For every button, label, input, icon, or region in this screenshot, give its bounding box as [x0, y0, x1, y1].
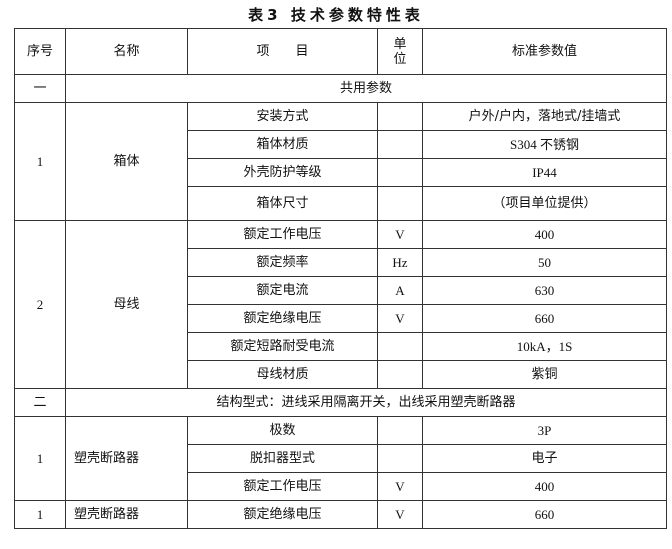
value-cell: 户外/户内，落地式/挂墙式 [422, 102, 667, 131]
unit-cell: V [377, 304, 423, 333]
tech-params-table: 序号 名称 项 目 单 位 标准参数值 一 共用参数 1 箱体 安装方式 户外/… [14, 28, 667, 529]
section-seq: 一 [14, 74, 66, 103]
header-name: 名称 [65, 28, 188, 75]
group-seq: 1 [14, 416, 66, 501]
section-seq: 二 [14, 388, 66, 417]
table-row: 脱扣器型式 电子 [15, 444, 667, 473]
unit-cell [377, 130, 423, 159]
value-cell: 3P [422, 416, 667, 445]
table-row: 1 塑壳断路器 极数 3P [14, 416, 667, 501]
item-cell: 外壳防护等级 [187, 158, 378, 187]
value-cell: 电子 [422, 444, 667, 473]
table-row: 额定电流 A 630 [15, 276, 667, 305]
group-name: 塑壳断路器 [65, 416, 188, 501]
unit-cell: A [377, 276, 423, 305]
section-row: 一 共用参数 [14, 74, 667, 103]
value-cell: 紫铜 [422, 360, 667, 389]
value-cell: 660 [422, 304, 667, 333]
value-cell: 10kA，1S [422, 332, 667, 361]
group-seq: 2 [14, 220, 66, 389]
item-cell: 额定工作电压 [187, 220, 378, 249]
item-cell: 箱体材质 [187, 130, 378, 159]
table-row: 1 塑壳断路器 额定绝缘电压 V 660 [14, 500, 667, 529]
item-cell: 额定绝缘电压 [187, 500, 378, 529]
value-cell: 50 [422, 248, 667, 277]
group-name: 塑壳断路器 [65, 500, 188, 529]
item-cell: 箱体尺寸 [187, 186, 378, 221]
unit-cell [377, 360, 423, 389]
section-label: 共用参数 [65, 74, 667, 103]
item-cell: 额定绝缘电压 [187, 304, 378, 333]
value-cell: 400 [422, 220, 667, 249]
unit-cell: V [377, 472, 423, 501]
item-cell: 安装方式 [187, 102, 378, 131]
unit-cell: V [377, 500, 423, 529]
unit-cell: V [377, 220, 423, 249]
header-value: 标准参数值 [422, 28, 667, 75]
table-title: 表3 技术参数特性表 [248, 6, 424, 24]
section-row: 二 结构型式：进线采用隔离开关，出线采用塑壳断路器 [14, 388, 667, 417]
value-cell: 630 [422, 276, 667, 305]
section-label: 结构型式：进线采用隔离开关，出线采用塑壳断路器 [65, 388, 667, 417]
group-seq: 1 [14, 102, 66, 221]
header-row: 序号 名称 项 目 单 位 标准参数值 [14, 28, 667, 75]
unit-cell [377, 444, 423, 473]
table-row: 额定工作电压 V 400 [15, 472, 667, 501]
unit-cell [377, 332, 423, 361]
unit-cell [377, 102, 423, 131]
table-row: 2 母线 额定工作电压 V 400 [14, 220, 667, 389]
value-cell: 400 [422, 472, 667, 501]
item-cell: 额定短路耐受电流 [187, 332, 378, 361]
unit-cell [377, 186, 423, 221]
table-row: 外壳防护等级 IP44 [15, 158, 667, 187]
value-cell: （项目单位提供） [422, 186, 667, 221]
item-cell: 额定频率 [187, 248, 378, 277]
item-cell: 母线材质 [187, 360, 378, 389]
item-cell: 极数 [187, 416, 378, 445]
table-row: 1 箱体 安装方式 户外/户内，落地式/挂墙式 [14, 102, 667, 221]
group-seq: 1 [14, 500, 66, 529]
table-row: 母线材质 紫铜 [15, 360, 667, 389]
item-cell: 额定电流 [187, 276, 378, 305]
unit-cell [377, 416, 423, 445]
value-cell: IP44 [422, 158, 667, 187]
group-name: 母线 [65, 220, 188, 389]
group-name: 箱体 [65, 102, 188, 221]
header-unit: 单 位 [377, 28, 423, 75]
table-row: 额定频率 Hz 50 [15, 248, 667, 277]
table-row: 额定绝缘电压 V 660 [15, 304, 667, 333]
item-cell: 脱扣器型式 [187, 444, 378, 473]
value-cell: 660 [422, 500, 667, 529]
unit-cell: Hz [377, 248, 423, 277]
unit-cell [377, 158, 423, 187]
table-row: 箱体尺寸 （项目单位提供） [15, 186, 667, 221]
table-row: 额定短路耐受电流 10kA，1S [15, 332, 667, 361]
header-seq: 序号 [14, 28, 66, 75]
header-item: 项 目 [187, 28, 378, 75]
value-cell: S304 不锈钢 [422, 130, 667, 159]
item-cell: 额定工作电压 [187, 472, 378, 501]
